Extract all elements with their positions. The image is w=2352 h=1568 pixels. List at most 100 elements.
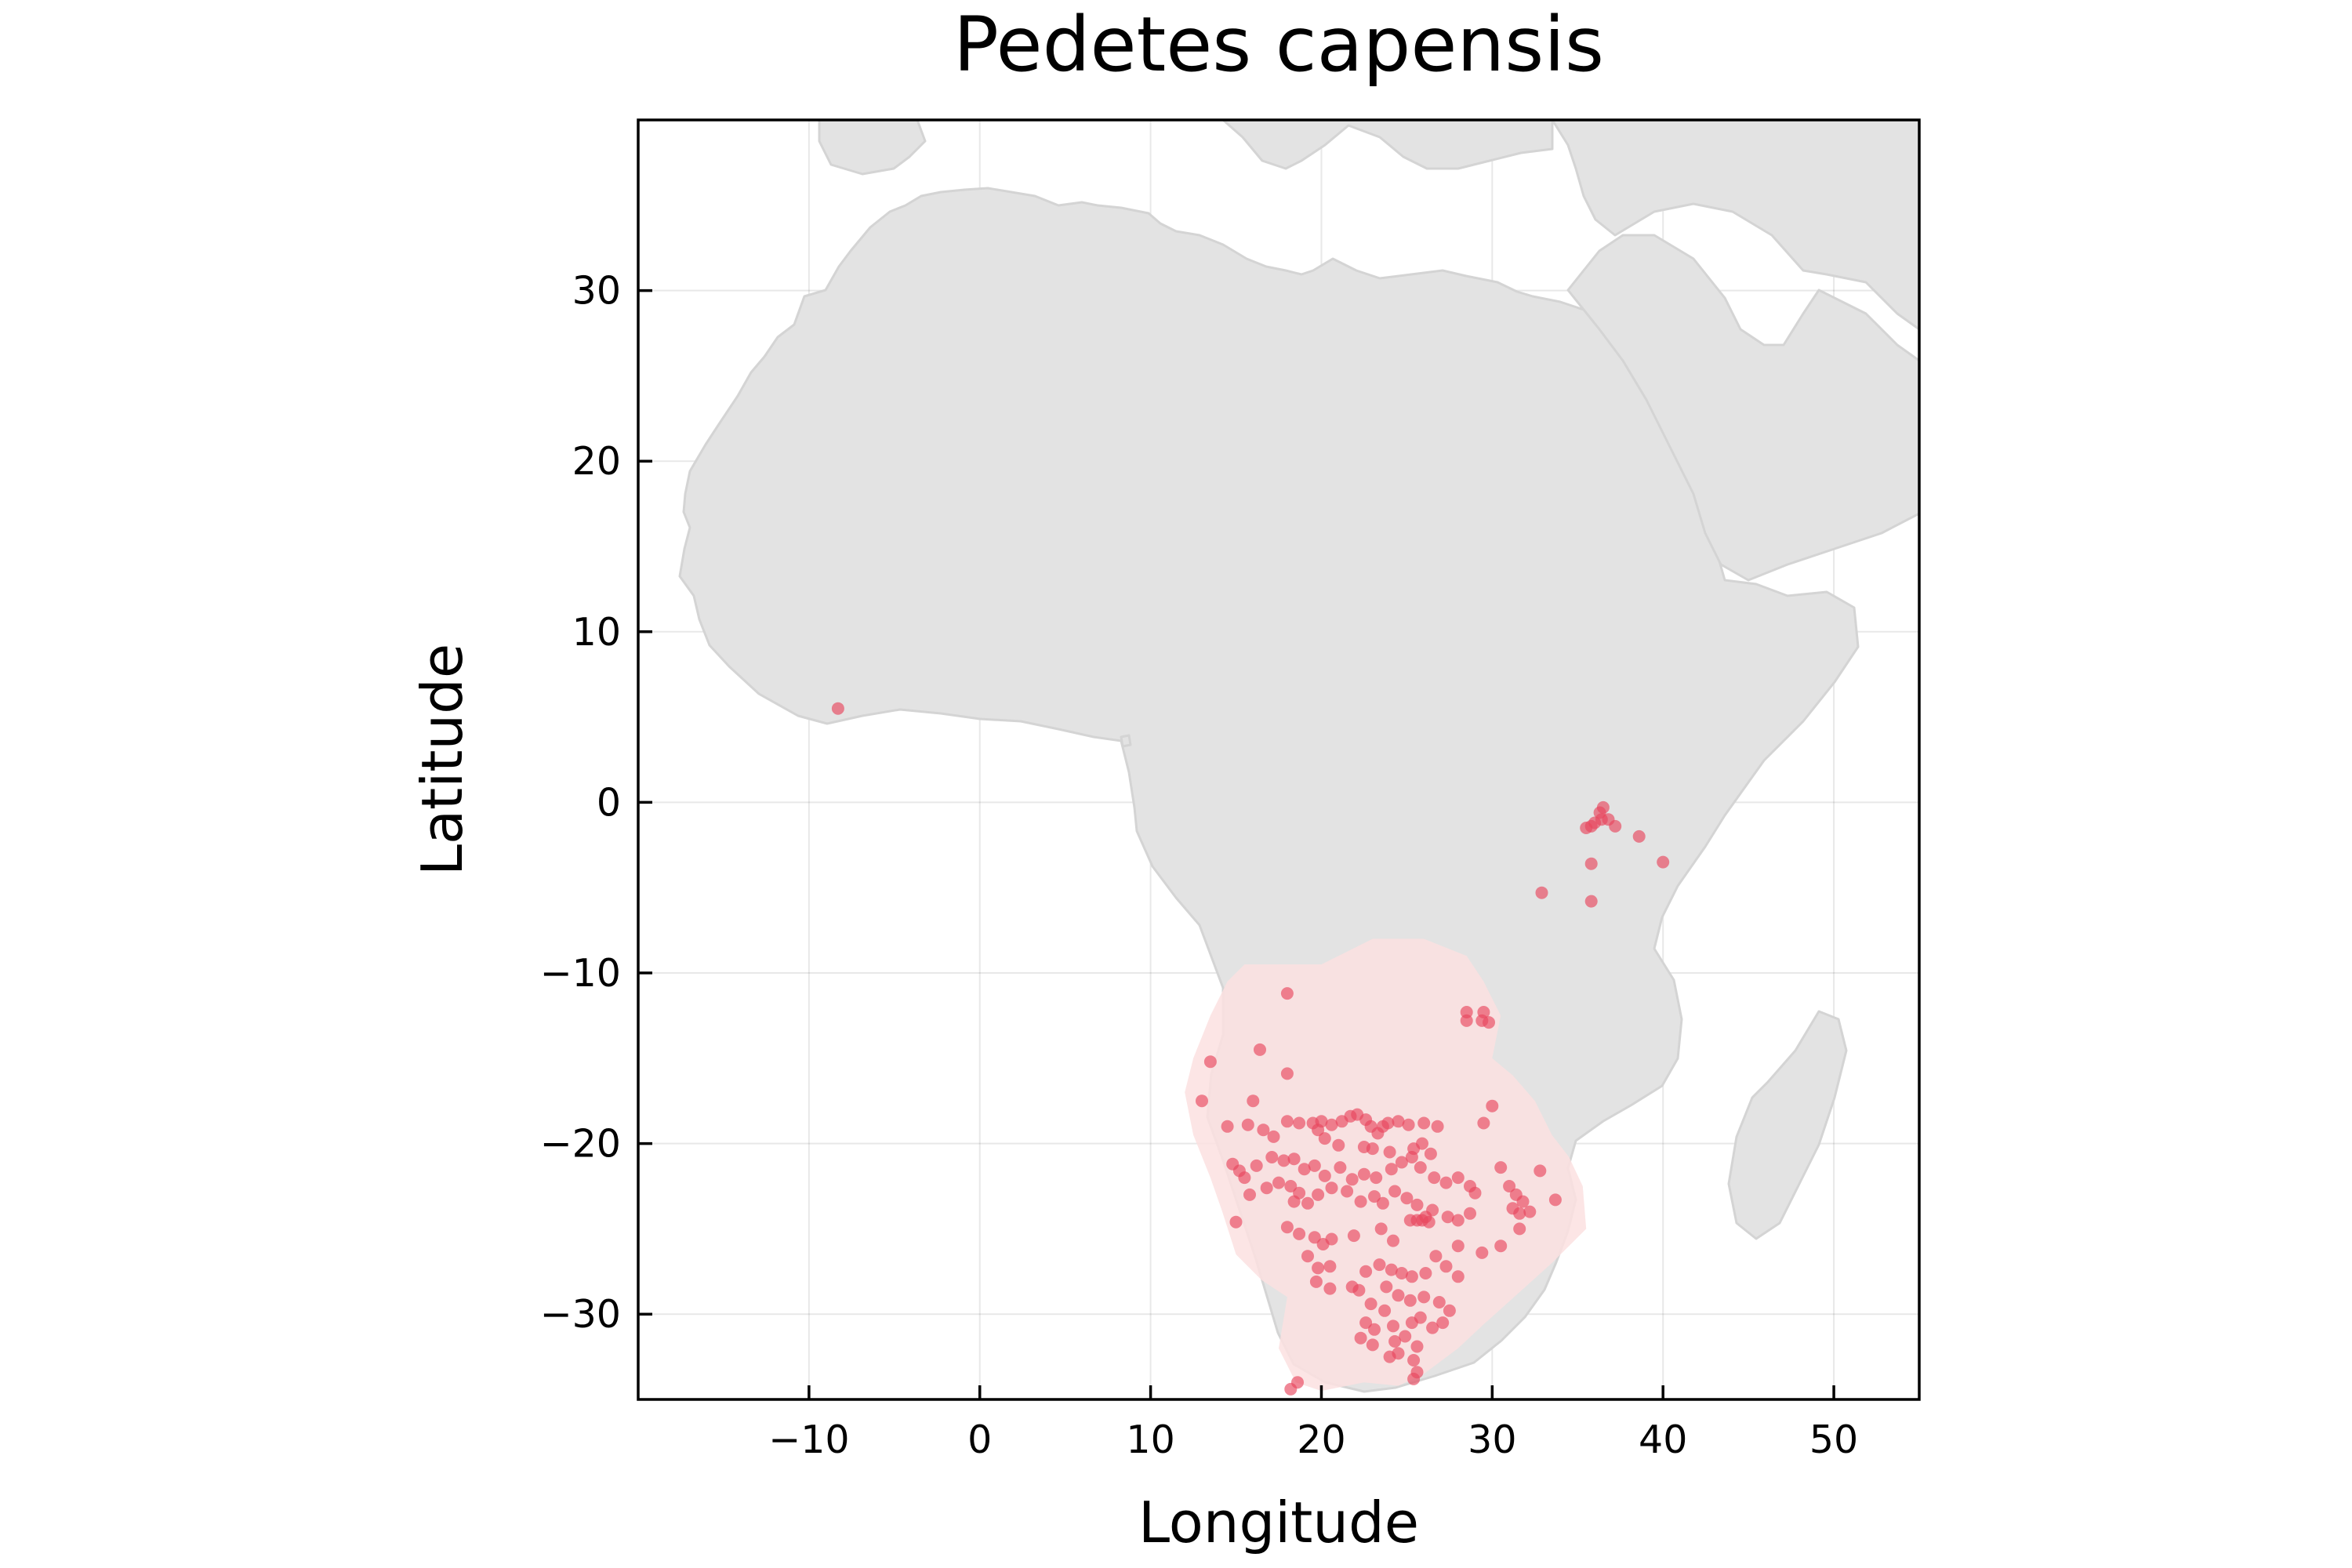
occurrence-point <box>1272 1176 1285 1189</box>
occurrence-point <box>1196 1094 1208 1108</box>
occurrence-point <box>1250 1159 1263 1172</box>
occurrence-point <box>1238 1171 1251 1185</box>
occurrence-point <box>1632 829 1646 843</box>
occurrence-point <box>1534 1164 1547 1178</box>
occurrence-point <box>1383 1145 1396 1159</box>
occurrence-point <box>1318 1132 1331 1145</box>
occurrence-point <box>1657 855 1670 869</box>
occurrence-point <box>1414 1161 1427 1174</box>
occurrence-point <box>1523 1205 1537 1218</box>
occurrence-point <box>1513 1207 1526 1220</box>
occurrence-point <box>1301 1196 1314 1210</box>
x-tick-label: 30 <box>1468 1417 1516 1462</box>
occurrence-point <box>1284 1382 1298 1396</box>
occurrence-point <box>1385 1263 1398 1276</box>
occurrence-point <box>1385 1163 1398 1176</box>
occurrence-point <box>1354 1195 1367 1208</box>
occurrence-point <box>1405 1151 1418 1163</box>
occurrence-point <box>1345 1173 1359 1186</box>
y-tick-label: 30 <box>572 269 621 314</box>
occurrence-point <box>1416 1137 1428 1150</box>
occurrence-point <box>1407 1354 1421 1367</box>
land-europe <box>818 120 1554 176</box>
occurrence-point <box>1387 1319 1399 1333</box>
x-tick-label: 40 <box>1639 1417 1687 1462</box>
occurrence-point <box>1402 1118 1415 1131</box>
occurrence-point <box>1451 1270 1465 1283</box>
occurrence-point <box>1451 1214 1465 1227</box>
occurrence-point <box>1431 1120 1444 1133</box>
occurrence-point <box>1388 1335 1402 1348</box>
occurrence-point <box>1354 1331 1367 1345</box>
x-tick-label: 50 <box>1809 1417 1858 1462</box>
y-tick-label: 0 <box>597 780 621 825</box>
occurrence-point <box>1352 1283 1366 1297</box>
occurrence-point <box>1388 1185 1402 1198</box>
occurrence-point <box>1580 822 1593 834</box>
occurrence-point <box>1475 1246 1489 1259</box>
occurrence-point <box>1325 1118 1338 1131</box>
occurrence-point <box>1312 1123 1325 1137</box>
occurrence-point <box>1516 1195 1530 1208</box>
land-madagascar <box>1727 1010 1848 1240</box>
occurrence-point <box>1293 1227 1306 1240</box>
occurrence-point <box>1414 1311 1427 1324</box>
x-tick-label: −10 <box>768 1417 849 1462</box>
occurrence-point <box>1323 1260 1337 1273</box>
occurrence-point <box>1332 1138 1345 1152</box>
occurrence-point <box>1308 1159 1321 1172</box>
occurrence-point <box>1426 1321 1439 1334</box>
y-axis-label: Latitude <box>409 644 475 876</box>
occurrence-point <box>1387 1234 1399 1247</box>
occurrence-point <box>1293 1116 1306 1130</box>
occurrence-point <box>1368 1190 1381 1203</box>
occurrence-point <box>1468 1186 1482 1200</box>
occurrence-point <box>1439 1260 1453 1273</box>
occurrence-point <box>1229 1215 1243 1229</box>
x-axis-label: Longitude <box>1138 1490 1419 1555</box>
occurrence-point <box>1464 1207 1476 1220</box>
occurrence-point <box>1309 1275 1323 1288</box>
occurrence-point <box>1548 1193 1562 1207</box>
occurrence-point <box>1280 1067 1294 1080</box>
occurrence-point <box>1584 895 1598 908</box>
occurrence-point <box>1609 819 1622 833</box>
occurrence-point <box>1243 1188 1256 1201</box>
occurrence-point <box>1325 1232 1338 1246</box>
x-tick-label: 10 <box>1126 1417 1174 1462</box>
occurrence-point <box>1221 1120 1234 1133</box>
occurrence-point <box>1428 1171 1441 1185</box>
occurrence-point <box>1535 886 1548 899</box>
occurrence-point <box>1287 1152 1301 1166</box>
y-tick-label: −20 <box>540 1122 621 1167</box>
occurrence-point <box>1347 1229 1360 1243</box>
occurrence-point <box>1265 1151 1279 1163</box>
occurrence-point <box>1280 987 1294 1000</box>
y-tick-label: 10 <box>572 610 621 655</box>
occurrence-points <box>831 702 1670 1396</box>
occurrence-point <box>1392 1115 1405 1128</box>
occurrence-point <box>1417 1290 1431 1304</box>
occurrence-point <box>1395 1156 1408 1169</box>
land-middle-east <box>1551 120 1919 331</box>
occurrence-point <box>1378 1304 1392 1317</box>
occurrence-point <box>1357 1167 1370 1181</box>
x-tick-label: 20 <box>1297 1417 1345 1462</box>
occurrence-point <box>1366 1338 1379 1352</box>
occurrence-point <box>1403 1294 1417 1307</box>
y-tick-label: −10 <box>540 951 621 996</box>
occurrence-point <box>1451 1240 1465 1253</box>
occurrence-point <box>1584 857 1598 870</box>
occurrence-point <box>1381 1116 1395 1130</box>
occurrence-point <box>1432 1296 1446 1308</box>
occurrence-point <box>1494 1240 1508 1253</box>
axis-ticks: −10 0 10 20 30 40 50 −30 −20 −10 0 10 20 30 <box>540 269 1859 1462</box>
occurrence-point <box>1475 1014 1489 1027</box>
occurrence-point <box>1451 1171 1465 1185</box>
occurrence-point <box>1308 1231 1321 1244</box>
occurrence-point <box>1366 1142 1379 1156</box>
occurrence-point <box>1395 1267 1408 1279</box>
occurrence-point <box>1429 1250 1443 1263</box>
y-tick-label: 20 <box>572 439 621 484</box>
